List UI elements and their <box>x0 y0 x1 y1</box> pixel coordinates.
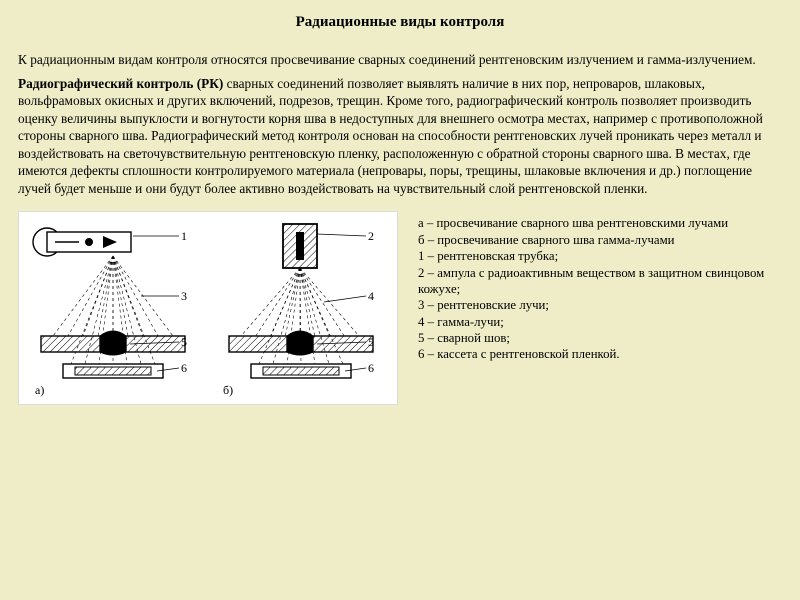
radiographic-diagram: 1 3 5 6 а) 2 4 5 6 б) <box>23 216 393 400</box>
figure-frame: 1 3 5 6 а) 2 4 5 6 б) <box>18 211 398 405</box>
svg-text:б): б) <box>223 383 233 397</box>
body-rest: сварных соединений позволяет выявлять на… <box>18 76 763 196</box>
svg-text:3: 3 <box>181 289 187 303</box>
figure-legend: а – просвечивание сварного шва рентгенов… <box>418 211 782 405</box>
svg-text:6: 6 <box>368 361 374 375</box>
svg-text:4: 4 <box>368 289 374 303</box>
intro-paragraph: К радиационным видам контроля относятся … <box>18 51 782 69</box>
svg-text:а): а) <box>35 383 44 397</box>
body-bold: Радиографический контроль (РК) <box>18 76 223 91</box>
svg-text:2: 2 <box>368 229 374 243</box>
body-paragraph: Радиографический контроль (РК) сварных с… <box>18 75 782 198</box>
svg-text:1: 1 <box>181 229 187 243</box>
svg-text:5: 5 <box>181 335 187 349</box>
svg-text:6: 6 <box>181 361 187 375</box>
page-title: Радиационные виды контроля <box>18 14 782 31</box>
svg-text:5: 5 <box>368 335 374 349</box>
